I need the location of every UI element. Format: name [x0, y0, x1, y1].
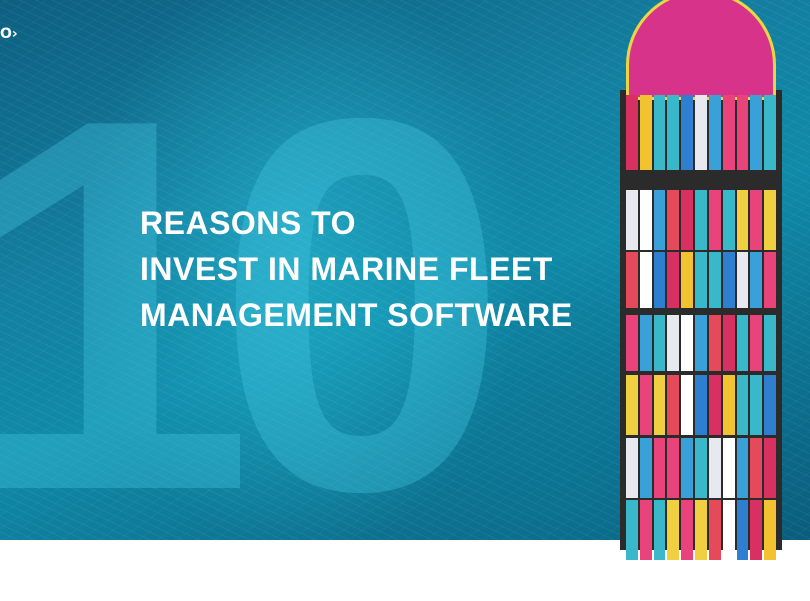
shipping-container	[626, 315, 638, 371]
container-row	[626, 500, 776, 560]
shipping-container	[722, 190, 735, 250]
shipping-container	[736, 315, 749, 371]
shipping-container	[653, 500, 666, 560]
shipping-container	[639, 190, 652, 250]
shipping-container	[639, 500, 652, 560]
shipping-container	[695, 95, 707, 170]
shipping-container	[764, 438, 776, 498]
container-ship-image	[618, 0, 783, 560]
shipping-container	[667, 315, 680, 371]
container-row	[626, 315, 776, 371]
shipping-container	[626, 438, 638, 498]
shipping-container	[653, 252, 666, 308]
shipping-container	[708, 315, 721, 371]
shipping-container	[750, 375, 763, 435]
shipping-container	[736, 95, 749, 170]
shipping-container	[626, 375, 638, 435]
shipping-container	[764, 252, 776, 308]
shipping-container	[708, 95, 721, 170]
shipping-container	[667, 438, 680, 498]
shipping-container	[708, 500, 721, 560]
shipping-container	[695, 252, 707, 308]
shipping-container	[681, 95, 694, 170]
shipping-container	[750, 315, 763, 371]
shipping-container	[626, 95, 638, 170]
shipping-container	[708, 190, 721, 250]
container-row	[626, 438, 776, 498]
title-line: REASONS TO	[140, 205, 356, 241]
shipping-container	[750, 252, 763, 308]
title-line: INVEST IN MARINE FLEET	[140, 251, 553, 287]
shipping-container	[639, 375, 652, 435]
shipping-container	[667, 95, 680, 170]
shipping-container	[764, 500, 776, 560]
shipping-container	[681, 190, 694, 250]
shipping-container	[626, 500, 638, 560]
shipping-container	[722, 252, 735, 308]
shipping-container	[708, 438, 721, 498]
shipping-container	[626, 190, 638, 250]
shipping-container	[764, 375, 776, 435]
shipping-container	[750, 190, 763, 250]
page-title: REASONS TO INVEST IN MARINE FLEET MANAGE…	[140, 200, 573, 338]
shipping-container	[667, 190, 680, 250]
shipping-container	[722, 315, 735, 371]
title-line: MANAGEMENT SOFTWARE	[140, 297, 573, 333]
shipping-container	[736, 438, 749, 498]
shipping-container	[736, 252, 749, 308]
shipping-container	[681, 375, 694, 435]
shipping-container	[653, 95, 666, 170]
shipping-container	[639, 438, 652, 498]
shipping-container	[695, 438, 707, 498]
shipping-container	[695, 500, 707, 560]
shipping-container	[722, 95, 735, 170]
shipping-container	[653, 438, 666, 498]
shipping-container	[750, 95, 763, 170]
shipping-container	[681, 315, 694, 371]
shipping-container	[764, 95, 776, 170]
shipping-container	[639, 95, 652, 170]
ship-bow	[626, 0, 776, 100]
shipping-container	[764, 190, 776, 250]
container-row	[626, 375, 776, 435]
shipping-container	[626, 252, 638, 308]
shipping-container	[764, 315, 776, 371]
shipping-container	[653, 190, 666, 250]
shipping-container	[708, 252, 721, 308]
container-row	[626, 95, 776, 170]
shipping-container	[667, 500, 680, 560]
shipping-container	[667, 252, 680, 308]
brand-logo: O›	[0, 26, 18, 42]
shipping-container	[722, 500, 735, 560]
shipping-container	[750, 500, 763, 560]
shipping-container	[695, 375, 707, 435]
container-row	[626, 252, 776, 308]
shipping-container	[653, 375, 666, 435]
shipping-container	[681, 438, 694, 498]
shipping-container	[736, 190, 749, 250]
shipping-container	[722, 438, 735, 498]
shipping-container	[695, 315, 707, 371]
shipping-container	[639, 315, 652, 371]
container-row	[626, 190, 776, 250]
shipping-container	[736, 500, 749, 560]
shipping-container	[708, 375, 721, 435]
shipping-container	[681, 252, 694, 308]
big-number: 10	[0, 9, 509, 601]
shipping-container	[681, 500, 694, 560]
shipping-container	[750, 438, 763, 498]
shipping-container	[722, 375, 735, 435]
shipping-container	[639, 252, 652, 308]
shipping-container	[695, 190, 707, 250]
shipping-container	[667, 375, 680, 435]
shipping-container	[653, 315, 666, 371]
shipping-container	[736, 375, 749, 435]
